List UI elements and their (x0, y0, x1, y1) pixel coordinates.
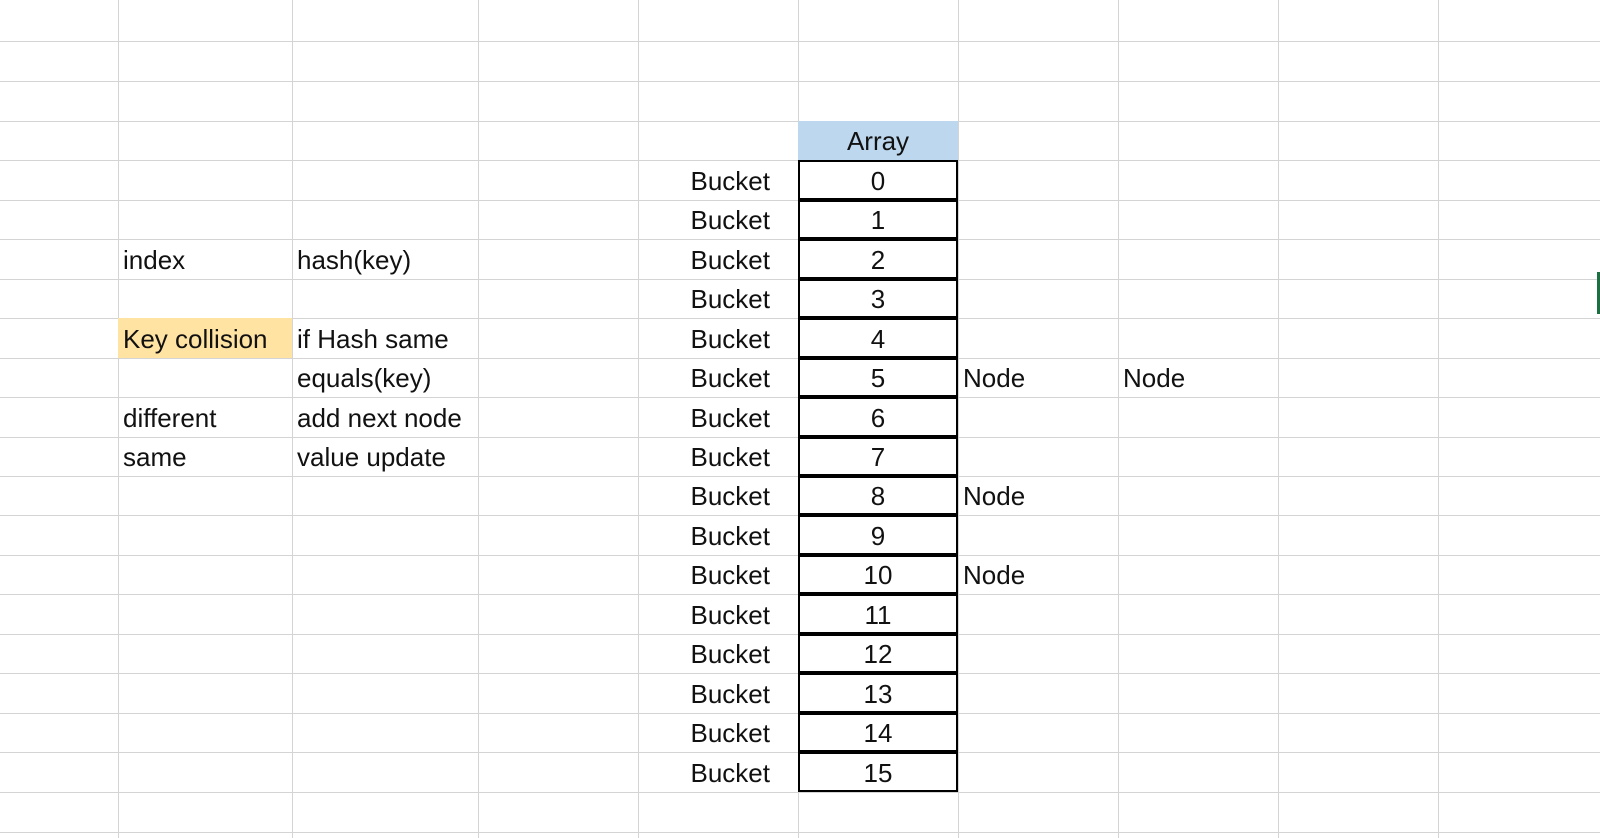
note-label[interactable]: different (123, 402, 217, 433)
bucket-label[interactable]: Bucket (690, 442, 771, 472)
array-index-cell[interactable]: 7 (798, 437, 958, 476)
array-index-cell[interactable]: 13 (798, 673, 958, 713)
bucket-label[interactable]: Bucket (690, 639, 771, 669)
row-gridline (0, 81, 1600, 82)
column-gridline (118, 0, 119, 838)
bucket-label[interactable]: Bucket (690, 520, 771, 551)
note-text[interactable]: add next node (297, 402, 462, 433)
array-index-cell[interactable]: 9 (798, 515, 958, 555)
note-text[interactable]: equals(key) (297, 363, 432, 393)
array-index-cell[interactable]: 15 (798, 752, 958, 792)
bucket-label[interactable]: Bucket (690, 363, 771, 393)
array-index-cell[interactable]: 1 (798, 200, 958, 239)
column-gridline (958, 0, 959, 838)
bucket-label[interactable]: Bucket (690, 678, 771, 709)
node-cell[interactable]: Node (963, 363, 1026, 393)
array-index-cell[interactable]: 12 (798, 634, 958, 673)
column-gridline (292, 0, 293, 838)
column-gridline (1438, 0, 1439, 838)
selection-edge-marker (1597, 272, 1600, 314)
note-text[interactable]: hash(key) (297, 244, 412, 275)
bucket-label[interactable]: Bucket (690, 205, 771, 235)
bucket-label[interactable]: Bucket (690, 244, 771, 275)
bucket-label[interactable]: Bucket (690, 284, 771, 314)
node-cell[interactable]: Node (963, 560, 1026, 590)
array-header[interactable]: Array (798, 121, 958, 160)
column-gridline (1278, 0, 1279, 838)
array-index-cell[interactable]: 11 (798, 594, 958, 634)
row-gridline (0, 832, 1600, 833)
column-gridline (1118, 0, 1119, 838)
array-index-cell[interactable]: 0 (798, 160, 958, 200)
array-index-cell[interactable]: 4 (798, 318, 958, 358)
row-gridline (0, 41, 1600, 42)
note-label[interactable]: index (123, 244, 186, 275)
bucket-label[interactable]: Bucket (690, 481, 771, 511)
array-index-cell[interactable]: 3 (798, 279, 958, 318)
node-cell[interactable]: Node (963, 481, 1026, 511)
bucket-label[interactable]: Bucket (690, 323, 771, 354)
array-index-cell[interactable]: 10 (798, 555, 958, 594)
node-cell[interactable]: Node (1123, 363, 1186, 393)
bucket-label[interactable]: Bucket (690, 599, 771, 630)
bucket-label[interactable]: Bucket (690, 402, 771, 433)
note-label[interactable]: Key collision (118, 318, 292, 358)
row-gridline (0, 792, 1600, 793)
note-text[interactable]: if Hash same (297, 323, 449, 354)
array-index-cell[interactable]: 2 (798, 239, 958, 279)
bucket-label[interactable]: Bucket (690, 560, 771, 590)
bucket-label[interactable]: Bucket (690, 165, 771, 196)
array-index-cell[interactable]: 14 (798, 713, 958, 752)
note-label[interactable]: same (123, 442, 187, 472)
column-gridline (478, 0, 479, 838)
array-index-cell[interactable]: 5 (798, 358, 958, 397)
array-index-cell[interactable]: 8 (798, 476, 958, 515)
column-gridline (638, 0, 639, 838)
note-text[interactable]: value update (297, 442, 446, 472)
array-index-cell[interactable]: 6 (798, 397, 958, 437)
bucket-label[interactable]: Bucket (690, 757, 771, 788)
bucket-label[interactable]: Bucket (690, 718, 771, 748)
